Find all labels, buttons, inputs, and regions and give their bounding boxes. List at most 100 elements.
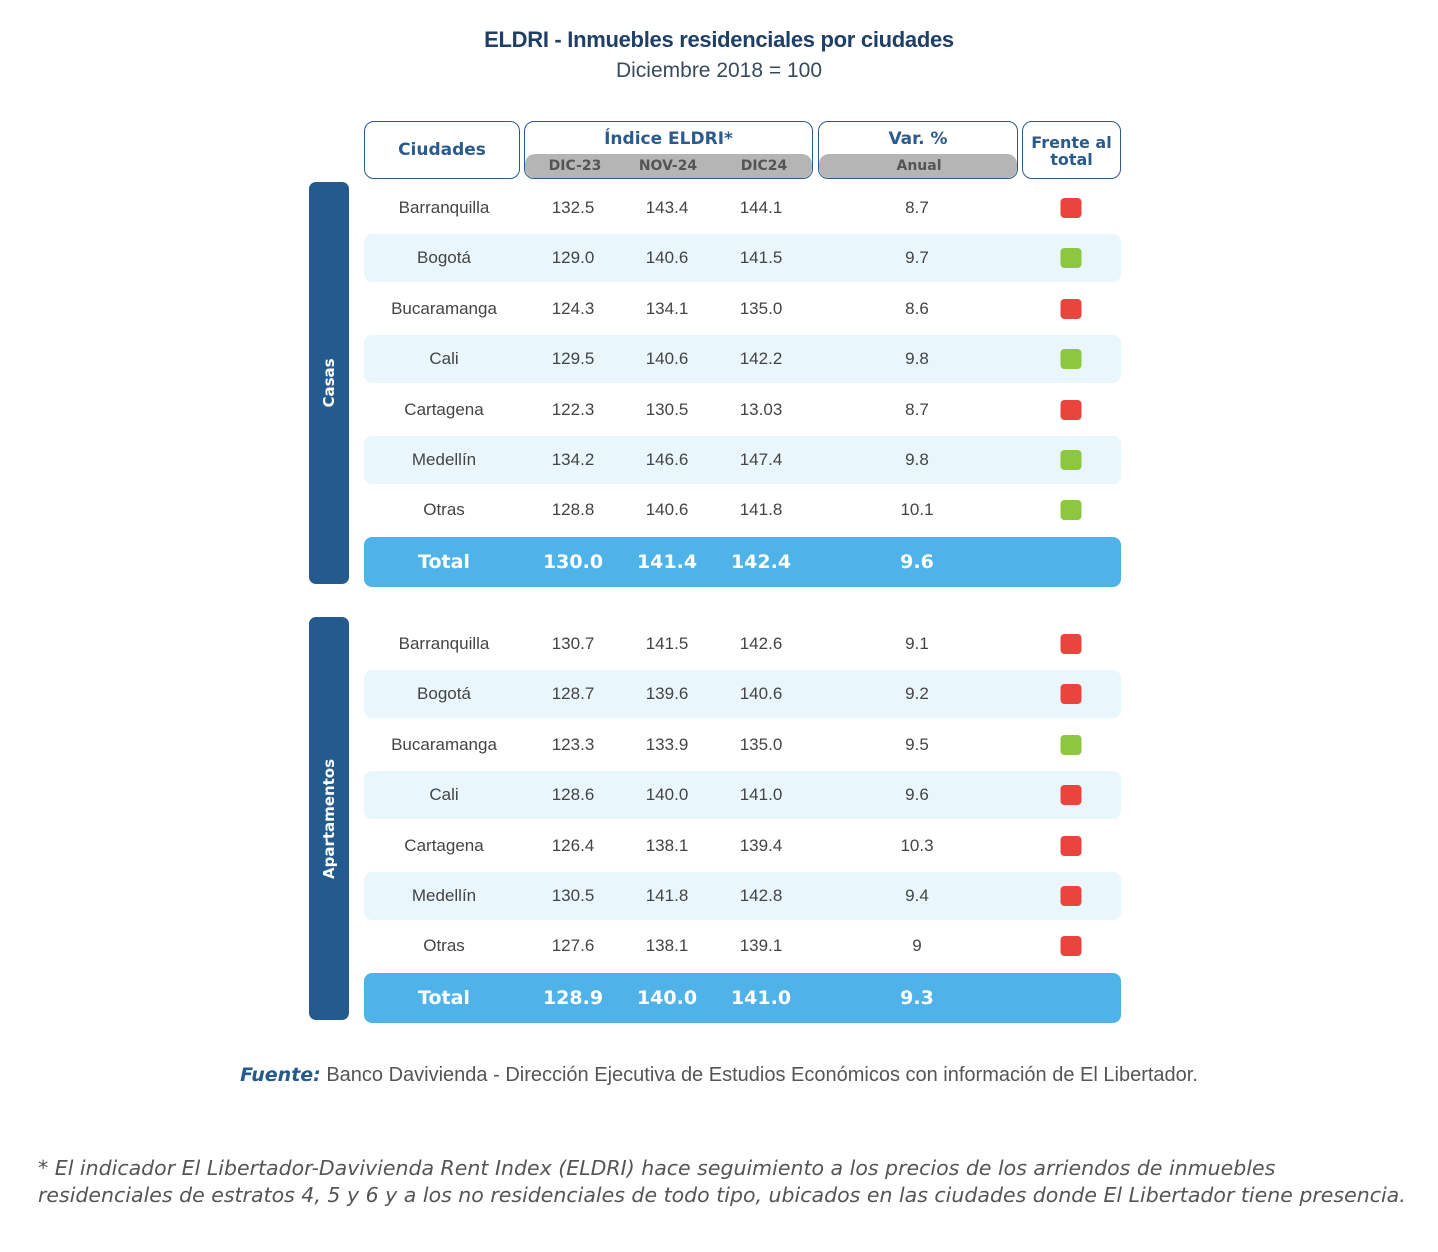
cell-nov24: 140.6 bbox=[645, 349, 689, 369]
table-row: Otras 127.6 138.1 139.1 9 bbox=[364, 922, 1121, 970]
cell-dic23: 128.6 bbox=[551, 785, 595, 805]
group-label-casas-text: Casas bbox=[320, 358, 338, 408]
page-title: ELDRI - Inmuebles residenciales por ciud… bbox=[484, 27, 954, 52]
cell-nov24: 143.4 bbox=[645, 198, 689, 217]
cell-var: 8.7 bbox=[905, 198, 929, 217]
cell-city: Cartagena bbox=[404, 399, 484, 419]
cell-dic24: 141.0 bbox=[739, 785, 783, 805]
cell-city: Medellín bbox=[411, 886, 477, 905]
cell-dic23: 130.7 bbox=[551, 634, 595, 653]
status-indicator-red bbox=[1060, 399, 1082, 420]
cell-dic24: 141.0 bbox=[730, 986, 792, 1009]
status-indicator-green bbox=[1060, 450, 1082, 470]
cell-var: 9.1 bbox=[905, 634, 929, 653]
cell-nov24: 134.1 bbox=[645, 298, 689, 318]
cell-nov24: 140.6 bbox=[645, 500, 689, 520]
group-label-casas: Casas bbox=[309, 182, 349, 584]
header-frente: Frente al total bbox=[1022, 121, 1121, 179]
status-indicator-red bbox=[1060, 684, 1082, 705]
cell-nov24: 140.0 bbox=[636, 986, 698, 1009]
header-indice-subbar: DIC-23 NOV-24 DIC24 bbox=[525, 154, 812, 178]
cell-var: 8.6 bbox=[905, 298, 929, 318]
cell-dic23: 128.8 bbox=[551, 500, 595, 520]
cell-nov24: 138.1 bbox=[645, 936, 689, 956]
cell-city: Medellín bbox=[411, 450, 477, 469]
status-indicator-green bbox=[1060, 500, 1082, 521]
status-indicator-green bbox=[1060, 248, 1082, 269]
source-line: Fuente: Banco Davivienda - Dirección Eje… bbox=[0, 1064, 1438, 1087]
cell-dic23: 132.5 bbox=[551, 198, 595, 217]
cell-dic23: 122.3 bbox=[551, 399, 595, 419]
cell-var: 9.8 bbox=[905, 349, 929, 369]
table-row: Barranquilla 130.7 141.5 142.6 9.1 bbox=[364, 620, 1121, 668]
cell-var: 10.3 bbox=[900, 835, 934, 855]
cell-nov24: 141.5 bbox=[645, 634, 689, 653]
header-indice: Índice ELDRI* DIC-23 NOV-24 DIC24 bbox=[524, 121, 813, 179]
cell-dic24: 139.1 bbox=[739, 936, 783, 956]
status-indicator-green bbox=[1060, 349, 1082, 370]
cell-dic24: 142.6 bbox=[739, 634, 783, 653]
header-col-dic24: DIC24 bbox=[740, 158, 788, 174]
cell-city: Cartagena bbox=[404, 835, 484, 855]
header-col-anual: Anual bbox=[896, 158, 942, 174]
table-row: Bogotá 129.0 140.6 141.5 9.7 bbox=[364, 234, 1121, 283]
cell-nov24: 140.0 bbox=[645, 785, 689, 805]
cell-dic23: 130.0 bbox=[542, 550, 604, 573]
cell-dic23: 126.4 bbox=[551, 835, 595, 855]
cell-dic24: 141.5 bbox=[739, 248, 783, 268]
cell-dic24: 142.4 bbox=[730, 550, 792, 573]
cell-dic24: 135.0 bbox=[739, 298, 783, 318]
cell-nov24: 140.6 bbox=[645, 248, 689, 268]
table-row: Cali 129.5 140.6 142.2 9.8 bbox=[364, 335, 1121, 384]
total-row: Total 128.9 140.0 141.0 9.3 bbox=[364, 972, 1121, 1023]
cell-dic23: 123.3 bbox=[551, 734, 595, 754]
cell-city: Barranquilla bbox=[398, 634, 490, 653]
cell-city: Bogotá bbox=[417, 248, 471, 268]
cell-city: Bucaramanga bbox=[391, 298, 497, 318]
cell-dic23: 129.0 bbox=[551, 248, 595, 268]
cell-dic23: 129.5 bbox=[551, 349, 595, 369]
cell-city: Otras bbox=[423, 936, 465, 956]
cell-city: Barranquilla bbox=[398, 198, 490, 217]
cell-dic24: 141.8 bbox=[739, 500, 783, 520]
cell-dic24: 140.6 bbox=[739, 684, 783, 704]
cell-city: Total bbox=[418, 550, 470, 573]
status-indicator-red bbox=[1060, 298, 1082, 319]
table-row: Cartagena 122.3 130.5 13.03 8.7 bbox=[364, 386, 1121, 434]
cell-dic24: 135.0 bbox=[739, 734, 783, 754]
header-frente-label: Frente al total bbox=[1031, 133, 1112, 169]
cell-dic24: 142.2 bbox=[739, 349, 783, 369]
group-label-apartamentos-text: Apartamentos bbox=[320, 758, 338, 879]
group-label-apartamentos: Apartamentos bbox=[309, 617, 349, 1020]
table-row: Bucaramanga 124.3 134.1 135.0 8.6 bbox=[364, 285, 1121, 333]
table-row: Cartagena 126.4 138.1 139.4 10.3 bbox=[364, 822, 1121, 870]
cell-var: 9.4 bbox=[905, 886, 929, 905]
cell-dic23: 134.2 bbox=[551, 450, 595, 469]
header-var-subbar: Anual bbox=[819, 154, 1017, 178]
cell-dic23: 130.5 bbox=[551, 886, 595, 905]
header-ciudades-label: Ciudades bbox=[398, 140, 486, 160]
cell-city: Bucaramanga bbox=[391, 734, 497, 754]
footnote: * El indicador El Libertador-Davivienda … bbox=[38, 1156, 1406, 1207]
cell-var: 9.6 bbox=[900, 550, 934, 573]
cell-dic24: 147.4 bbox=[739, 450, 783, 469]
cell-dic24: 13.03 bbox=[739, 399, 783, 419]
cell-nov24: 138.1 bbox=[645, 835, 689, 855]
table-row: Medellín 130.5 141.8 142.8 9.4 bbox=[364, 872, 1121, 920]
status-indicator-red bbox=[1060, 785, 1082, 806]
header-var: Var. % Anual bbox=[818, 121, 1018, 179]
table-row: Medellín 134.2 146.6 147.4 9.8 bbox=[364, 436, 1121, 484]
cell-dic24: 144.1 bbox=[739, 198, 783, 217]
cell-var: 10.1 bbox=[900, 500, 934, 520]
header-col-dic23: DIC-23 bbox=[548, 158, 602, 174]
cell-dic23: 127.6 bbox=[551, 936, 595, 956]
cell-nov24: 146.6 bbox=[645, 450, 689, 469]
table-row: Cali 128.6 140.0 141.0 9.6 bbox=[364, 771, 1121, 820]
status-indicator-red bbox=[1060, 634, 1082, 654]
status-indicator-red bbox=[1060, 886, 1082, 906]
status-indicator-red bbox=[1060, 835, 1082, 856]
cell-var: 9.7 bbox=[905, 248, 929, 268]
page-subtitle: Diciembre 2018 = 100 bbox=[615, 59, 823, 82]
cell-nov24: 130.5 bbox=[645, 399, 689, 419]
cell-city: Cali bbox=[429, 785, 459, 805]
